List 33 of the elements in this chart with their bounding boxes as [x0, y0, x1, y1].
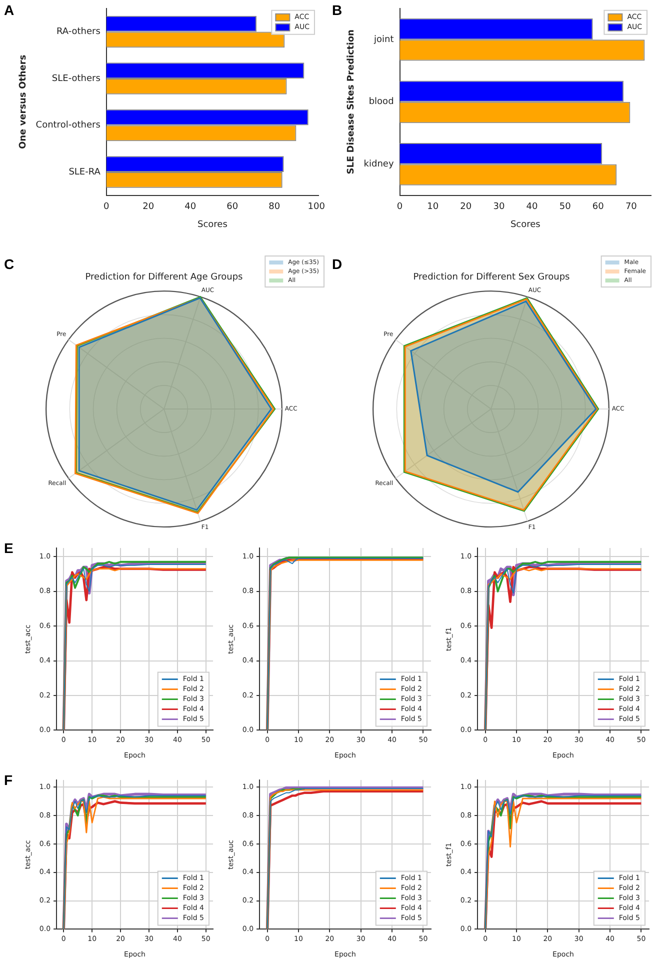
x-tick-label: 60	[226, 202, 238, 212]
x-tick-label: 20	[142, 202, 154, 212]
x-axis-title: Scores	[197, 220, 228, 230]
text: E	[4, 540, 14, 556]
y-tick-label: joint	[373, 34, 394, 45]
x-tick-label: 40	[526, 202, 538, 212]
text: Prediction for Different Sex Groups	[413, 272, 570, 283]
x-tick-label: 40	[184, 202, 196, 212]
y-tick-label: SLE-others	[52, 74, 101, 84]
y-tick-label: RA-others	[56, 27, 101, 38]
x-tick-label: 60	[592, 202, 604, 212]
text: D	[332, 256, 342, 272]
y-axis-title: SLE Disease Sites Prediction	[346, 30, 357, 174]
y-axis-title: One versus Others	[18, 54, 29, 150]
x-tick-label: 50	[559, 202, 572, 212]
x-tick-label: 0	[104, 202, 110, 212]
x-tick-label: 20	[460, 202, 472, 212]
x-tick-label: 70	[625, 202, 638, 212]
y-tick-label: kidney	[364, 160, 394, 170]
y-tick-label: blood	[368, 97, 394, 108]
x-tick-label: 10	[427, 202, 439, 212]
text: B	[332, 2, 342, 18]
y-tick-label: Control-others	[36, 120, 101, 131]
y-tick-label: SLE-RA	[68, 167, 102, 178]
x-tick-label: 100	[308, 202, 326, 212]
x-tick-label: 80	[268, 202, 280, 212]
text: Prediction for Different Age Groups	[85, 272, 244, 283]
text: A	[4, 2, 14, 18]
x-axis-title: Scores	[510, 220, 541, 230]
x-tick-label: 30	[493, 202, 505, 212]
x-tick-label: 0	[396, 202, 403, 212]
text: F	[4, 772, 13, 788]
text: C	[4, 256, 14, 272]
